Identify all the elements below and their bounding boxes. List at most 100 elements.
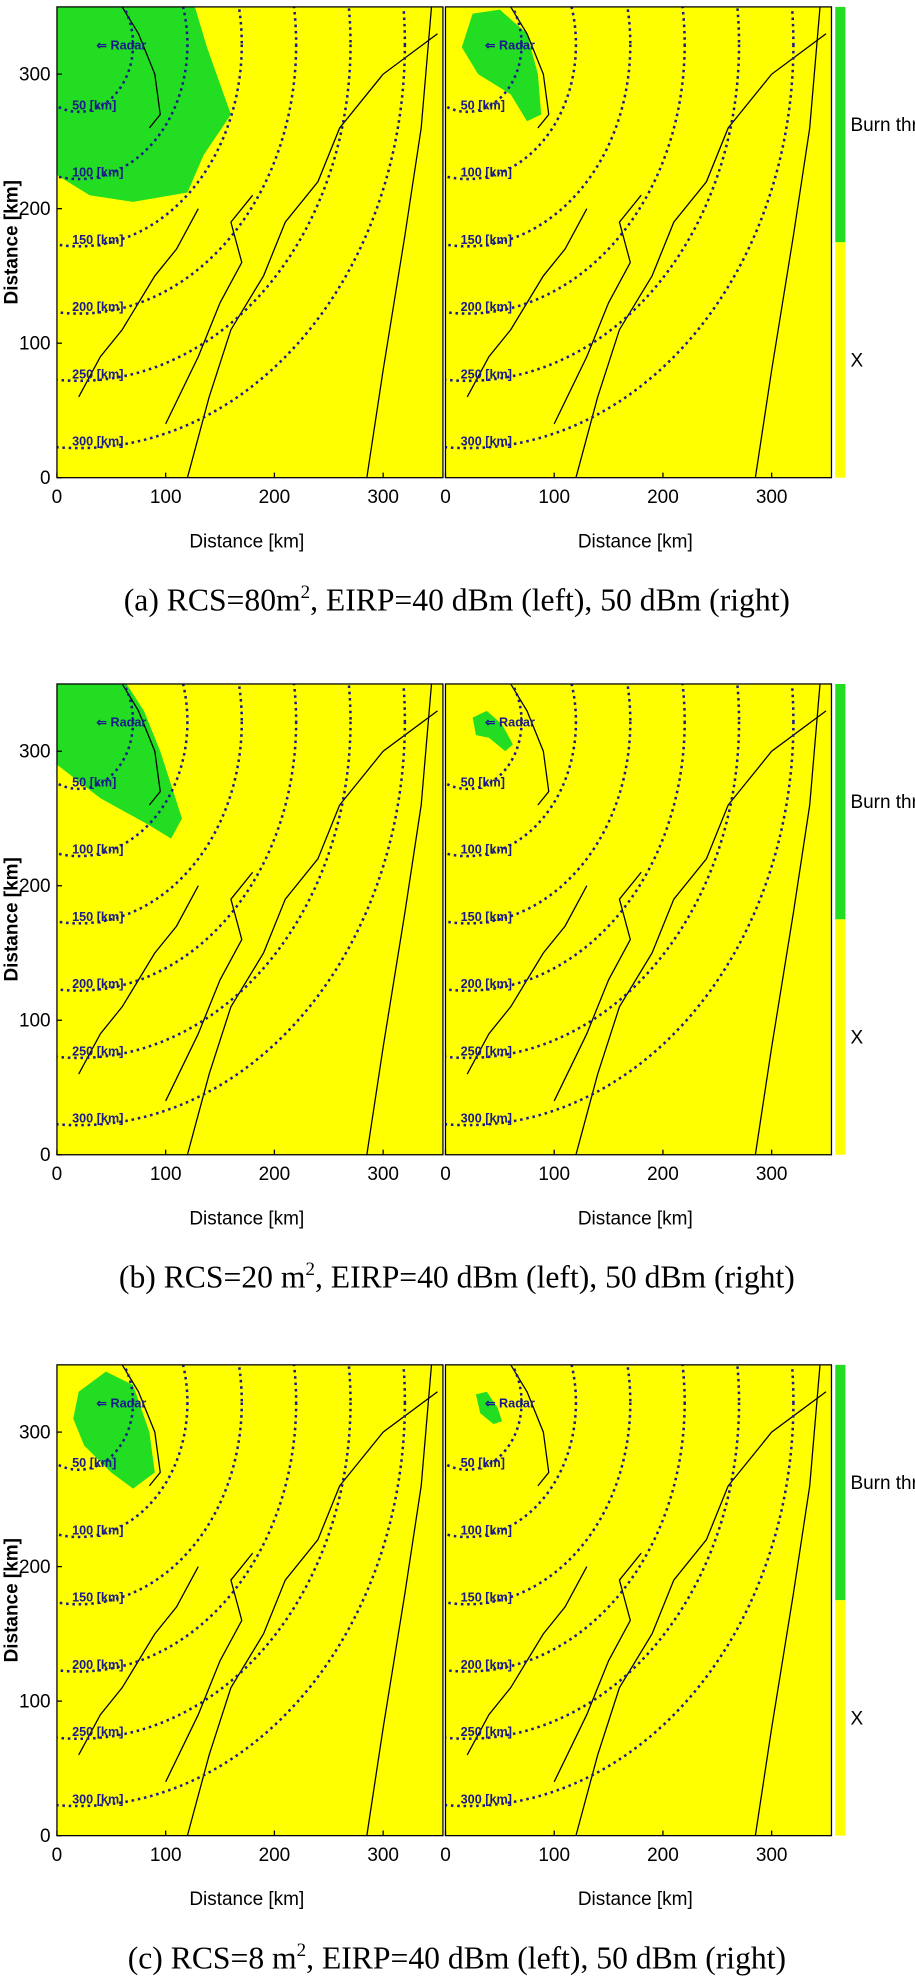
coastline — [754, 1364, 821, 1836]
ring-label: 200 [km] — [72, 1658, 123, 1672]
caption-text: (b) RCS=20 m — [119, 1260, 306, 1295]
ring-label: 250 [km] — [72, 1725, 123, 1739]
x-tick-label: 200 — [647, 1845, 679, 1866]
radar-label: ⇐ Radar — [96, 1397, 146, 1411]
ring-label: 250 [km] — [461, 1725, 512, 1739]
coastline — [575, 1391, 827, 1836]
caption: (a) RCS=80m2, EIRP=40 dBm (left), 50 dBm… — [124, 582, 790, 618]
x-axis-label: Distance [km] — [578, 1889, 693, 1910]
range-ring — [445, 6, 632, 248]
x-tick-label: 100 — [538, 1164, 570, 1185]
range-ring — [56, 683, 189, 858]
range-ring — [445, 683, 632, 925]
burn-through-region — [472, 710, 513, 752]
ring-label: 100 [km] — [72, 843, 123, 857]
colorbar-label: X — [850, 1027, 863, 1048]
x-tick-label: 300 — [756, 1164, 788, 1185]
x-tick-label: 200 — [259, 1845, 291, 1866]
ring-label: 50 [km] — [461, 775, 505, 789]
colorbar-green — [835, 683, 846, 920]
range-ring — [56, 6, 135, 114]
ring-label: 300 [km] — [461, 435, 512, 449]
radar-label: ⇐ Radar — [485, 39, 535, 53]
range-ring — [56, 1364, 135, 1472]
coastline — [366, 683, 433, 1155]
range-ring — [445, 683, 795, 1127]
coastline — [165, 1552, 254, 1783]
y-tick-label: 300 — [19, 742, 51, 763]
colorbar-label: Burn thr — [850, 792, 915, 813]
ring-label: 300 [km] — [72, 1793, 123, 1807]
panel-frame — [56, 683, 444, 1156]
y-axis-label: Distance [km] — [2, 857, 23, 981]
range-ring — [445, 1364, 523, 1472]
y-axis-label: Distance [km] — [2, 1538, 23, 1662]
ring-label: 100 [km] — [72, 1523, 123, 1537]
x-tick-label: 200 — [647, 1164, 679, 1185]
x-tick-label: 200 — [259, 1164, 291, 1185]
colorbar-yellow — [835, 242, 846, 478]
coastline — [553, 871, 642, 1102]
burn-through-region — [73, 1371, 155, 1489]
coastline — [510, 683, 550, 806]
range-ring — [56, 1364, 407, 1808]
coastline — [575, 710, 827, 1155]
y-tick-label: 100 — [19, 1691, 51, 1712]
coastline — [754, 6, 821, 478]
y-axis-label: Distance [km] — [2, 180, 23, 304]
coastline — [466, 1566, 588, 1756]
panel-frame — [56, 6, 444, 479]
caption: (b) RCS=20 m2, EIRP=40 dBm (left), 50 dB… — [119, 1259, 795, 1295]
y-tick-label: 100 — [19, 1011, 51, 1032]
panel-frame — [56, 1364, 444, 1837]
caption: (c) RCS=8 m2, EIRP=40 dBm (left), 50 dBm… — [128, 1940, 786, 1976]
ring-label: 300 [km] — [72, 435, 123, 449]
x-tick-label: 0 — [52, 1164, 63, 1185]
ring-label: 150 [km] — [461, 1591, 512, 1605]
coastline — [510, 6, 550, 129]
range-ring — [445, 6, 578, 181]
coastline — [121, 6, 161, 129]
coastline — [553, 1552, 642, 1783]
range-ring — [445, 683, 578, 858]
caption-text: , EIRP=40 dBm (left), 50 dBm (right) — [306, 1941, 786, 1976]
coastline — [466, 208, 588, 398]
coastline — [186, 1391, 438, 1836]
ring-label: 50 [km] — [461, 98, 505, 112]
coastline — [510, 1364, 550, 1487]
colorbar-label: Burn thr — [850, 1473, 915, 1494]
range-ring — [56, 1364, 352, 1740]
x-tick-label: 300 — [367, 1164, 399, 1185]
range-ring — [445, 683, 523, 791]
x-tick-label: 0 — [440, 1845, 451, 1866]
ring-label: 250 [km] — [461, 367, 512, 381]
ring-label: 150 [km] — [461, 910, 512, 924]
ring-label: 200 [km] — [72, 977, 123, 991]
radar-label: ⇐ Radar — [485, 716, 535, 730]
x-axis-label: Distance [km] — [578, 1208, 693, 1229]
panel-frame — [444, 1364, 833, 1837]
burn-through-region — [475, 1391, 503, 1425]
map-panel: 50 [km] 100 [km] 150 [km] 200 [km] 250 [km] 3… — [56, 6, 443, 478]
ring-label: 200 [km] — [461, 300, 512, 314]
colorbar-label: X — [850, 1708, 863, 1729]
range-ring — [445, 1364, 632, 1606]
ring-label: 50 [km] — [72, 775, 116, 789]
radar-label: ⇐ Radar — [96, 716, 146, 730]
radar-label: ⇐ Radar — [96, 39, 146, 53]
panel-frame — [444, 6, 833, 479]
ring-label: 250 [km] — [72, 367, 123, 381]
ring-label: 250 [km] — [72, 1044, 123, 1058]
ring-label: 100 [km] — [461, 166, 512, 180]
range-ring — [56, 1364, 298, 1673]
y-tick-label: 0 — [40, 1145, 51, 1166]
colorbar-yellow — [835, 1600, 846, 1836]
panel-frame — [444, 683, 833, 1156]
coastline — [366, 1364, 433, 1836]
y-tick-label: 300 — [19, 64, 51, 85]
y-tick-label: 200 — [19, 199, 51, 220]
colorbar-label: X — [850, 350, 863, 371]
x-tick-label: 300 — [367, 1845, 399, 1866]
ring-label: 150 [km] — [461, 233, 512, 247]
